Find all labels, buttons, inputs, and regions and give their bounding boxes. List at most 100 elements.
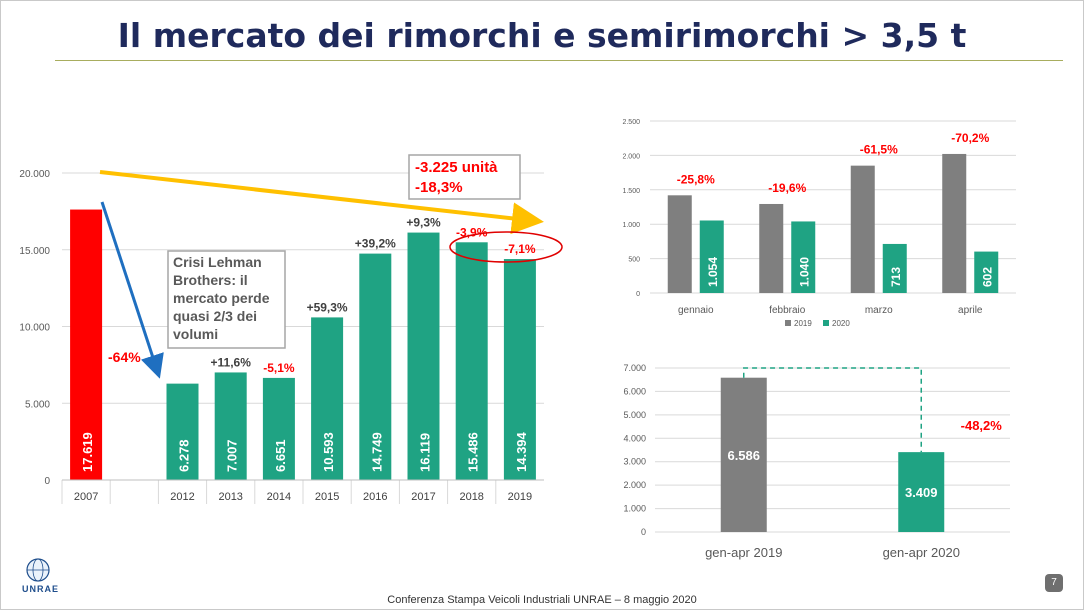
- ytd-x-tick-label: gen-apr 2019: [705, 545, 782, 560]
- monthly-y-tick-label: 2.500: [622, 119, 640, 126]
- highlight-ellipse: [449, 231, 563, 263]
- ytd-x-tick-label: gen-apr 2020: [883, 545, 960, 560]
- crisis-note-line: quasi 2/3 dei: [173, 308, 257, 324]
- main-x-tick-label: 2019: [508, 491, 532, 503]
- main-bar-value-label: 14.394: [514, 431, 529, 472]
- ytd-y-tick-label: 2.000: [623, 480, 646, 490]
- main-bar: [262, 377, 295, 480]
- monthly-value-label: 713: [889, 267, 903, 287]
- ytd-value-label: 3.409: [905, 485, 938, 500]
- main-x-tick-label: 2007: [74, 491, 98, 503]
- monthly-bar-2020: [882, 243, 907, 293]
- main-bar: [359, 253, 392, 480]
- crisis-note-line: Brothers: il: [173, 272, 248, 288]
- main-bar: [70, 209, 103, 481]
- page-number: 7: [1045, 574, 1063, 592]
- ytd-bar: [898, 452, 945, 532]
- main-y-tick-label: 15.000: [19, 246, 50, 257]
- main-bar: [455, 242, 488, 480]
- monthly-y-tick-label: 1.000: [622, 222, 640, 229]
- drop-percent-label: -64%: [108, 349, 141, 365]
- ytd-y-tick-label: 6.000: [623, 386, 646, 396]
- main-x-tick-label: 2017: [411, 491, 435, 503]
- main-change-label: +9,3%: [406, 216, 441, 230]
- crisis-note-line: Crisi Lehman: [173, 254, 262, 270]
- monthly-change-label: -70,2%: [951, 131, 989, 145]
- main-change-label: -3,9%: [456, 225, 488, 239]
- main-bar: [311, 317, 344, 480]
- monthly-y-tick-label: 0: [636, 291, 640, 298]
- main-bar: [503, 259, 536, 480]
- ytd-y-tick-label: 0: [641, 527, 646, 537]
- ytd-value-label: 6.586: [727, 448, 760, 463]
- monthly-bar-2019: [850, 165, 875, 293]
- crisis-arrow: [100, 201, 164, 379]
- monthly-x-tick-label: febbraio: [769, 305, 806, 316]
- main-change-label: +59,3%: [307, 300, 348, 314]
- main-change-label: +11,6%: [211, 355, 252, 369]
- main-bar-value-label: 14.749: [369, 432, 384, 472]
- unrae-logo-globe-icon: [32, 558, 44, 582]
- title-divider: [55, 60, 1063, 61]
- monthly-bar-2019: [942, 153, 967, 293]
- monthly-y-tick-label: 2.000: [622, 153, 640, 160]
- monthly-change-label: -61,5%: [860, 143, 898, 157]
- monthly-value-label: 1.040: [797, 257, 811, 287]
- main-bar: [214, 372, 247, 480]
- monthly-value-label: 1.054: [706, 257, 720, 287]
- slide-title: Il mercato dei rimorchi e semirimorchi >…: [117, 16, 967, 55]
- main-bar-value-label: 7.007: [225, 439, 240, 472]
- monthly-value-label: 602: [980, 267, 994, 287]
- main-change-label: +39,2%: [355, 237, 396, 251]
- monthly-legend-swatch: [785, 320, 791, 326]
- main-change-label: -7,1%: [504, 242, 536, 256]
- crisis-note-box: [167, 250, 286, 349]
- ytd-dashed-connector: [743, 367, 922, 453]
- main-y-tick-label: 5.000: [25, 399, 50, 410]
- ytd-y-tick-label: 4.000: [623, 433, 646, 443]
- monthly-bar-2019: [667, 195, 692, 293]
- monthly-bar-2020: [974, 251, 999, 293]
- main-bar-value-label: 10.593: [321, 432, 336, 472]
- trend-note-line: -18,3%: [415, 179, 463, 196]
- ytd-bar: [720, 377, 767, 532]
- main-x-tick-label: 2014: [267, 491, 291, 503]
- monthly-legend-swatch: [823, 320, 829, 326]
- monthly-bar-2020: [699, 220, 724, 293]
- ytd-change-label: -48,2%: [961, 418, 1003, 433]
- main-bar-value-label: 16.119: [418, 433, 433, 472]
- monthly-change-label: -25,8%: [677, 172, 715, 186]
- monthly-x-tick-label: aprile: [958, 305, 983, 316]
- monthly-legend-label: 2020: [832, 319, 850, 328]
- unrae-logo-text: UNRAE: [22, 584, 60, 594]
- trend-note-box: [408, 154, 521, 200]
- main-change-label: -5,1%: [263, 361, 295, 375]
- crisis-note-line: mercato perde: [173, 290, 270, 306]
- monthly-x-tick-label: marzo: [865, 305, 893, 316]
- monthly-bar-2019: [759, 203, 784, 293]
- main-y-tick-label: 20.000: [19, 169, 50, 180]
- ytd-y-tick-label: 5.000: [623, 410, 646, 420]
- main-y-tick-label: 10.000: [19, 323, 50, 334]
- main-bar: [166, 383, 199, 480]
- main-x-tick-label: 2013: [218, 491, 242, 503]
- monthly-legend-label: 2019: [794, 319, 812, 328]
- main-bar-value-label: 6.651: [273, 439, 288, 472]
- footer-text: Conferenza Stampa Veicoli Industriali UN…: [387, 594, 697, 606]
- crisis-note-line: volumi: [173, 326, 218, 342]
- main-bar: [407, 232, 440, 480]
- main-x-tick-label: 2016: [363, 491, 387, 503]
- main-bar-value-label: 17.619: [80, 432, 95, 472]
- ytd-y-tick-label: 1.000: [623, 504, 646, 514]
- monthly-x-tick-label: gennaio: [678, 305, 714, 316]
- trend-arrow: [99, 170, 544, 235]
- main-x-tick-label: 2012: [170, 491, 194, 503]
- main-y-tick-label: 0: [44, 476, 50, 487]
- main-bar-value-label: 6.278: [177, 439, 192, 472]
- ytd-y-tick-label: 7.000: [623, 363, 646, 373]
- main-x-tick-label: 2015: [315, 491, 339, 503]
- monthly-y-tick-label: 500: [628, 257, 640, 264]
- ytd-y-tick-label: 3.000: [623, 457, 646, 467]
- main-bar-value-label: 15.486: [466, 432, 481, 472]
